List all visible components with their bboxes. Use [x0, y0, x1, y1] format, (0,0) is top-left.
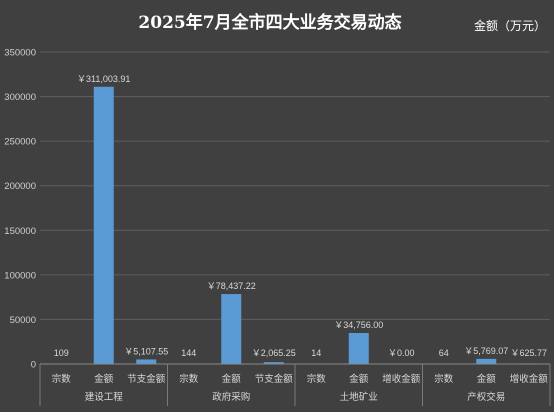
- x-category-label: 宗数: [52, 373, 72, 385]
- data-label: ￥78,437.22: [207, 281, 256, 291]
- x-category-label: 宗数: [307, 373, 327, 385]
- data-label: 144: [181, 348, 196, 358]
- bar: [263, 362, 284, 364]
- x-category-label: 宗数: [179, 373, 199, 385]
- x-category-label: 节支金额: [127, 373, 166, 385]
- data-label: ￥2,065.25: [252, 348, 296, 358]
- unit-label: 金额（万元）: [474, 18, 546, 33]
- y-axis: 0 50000 100000 150000 200000 250000 300000 3500…: [4, 48, 36, 371]
- y-tick-label: 250000: [4, 137, 36, 148]
- data-label: ￥5,107.55: [124, 346, 168, 356]
- x-category-label: 金额: [222, 373, 242, 385]
- x-group-label: 产权交易: [467, 391, 505, 403]
- y-tick-label: 200000: [4, 181, 36, 192]
- x-category-label: 金额: [349, 373, 369, 385]
- chart-title: 2025年7月全市四大业务交易动态: [138, 12, 401, 33]
- data-label: ￥0.00: [388, 348, 415, 358]
- x-group-label: 土地矿业: [340, 391, 378, 403]
- y-tick-label: 300000: [4, 92, 36, 103]
- data-label: ￥311,003.91: [77, 74, 130, 84]
- x-category-label: 金额: [477, 373, 497, 385]
- bar: [221, 294, 242, 364]
- y-tick-label: 50000: [10, 315, 36, 326]
- data-label: 14: [311, 348, 321, 358]
- x-group-label: 建设工程: [85, 391, 124, 403]
- data-label: 64: [439, 348, 449, 358]
- y-tick-label: 150000: [4, 226, 36, 237]
- x-category-label: 节支金额: [255, 373, 294, 385]
- bar: [348, 333, 369, 364]
- y-tick-label: 350000: [4, 48, 36, 59]
- bar: [476, 358, 497, 364]
- x-category-label: 增收金额: [510, 373, 549, 385]
- data-label: ￥34,756.00: [334, 320, 383, 330]
- bars: [51, 86, 539, 364]
- bar: [136, 359, 157, 364]
- x-category-label: 增收金额: [382, 373, 421, 385]
- y-tick-label: 100000: [4, 270, 36, 281]
- data-label: ￥5,769.07: [464, 346, 508, 356]
- data-label: 109: [54, 348, 69, 358]
- data-label: ￥625.77: [510, 348, 547, 358]
- bar: [93, 86, 114, 364]
- y-tick-label: 0: [31, 360, 36, 371]
- x-category-label: 宗数: [434, 373, 454, 385]
- x-group-label: 政府采购: [212, 391, 250, 403]
- x-category-label: 金额: [94, 373, 114, 385]
- data-labels: 109 ￥311,003.91 ￥5,107.55 144 ￥78,437.22 ￥2,0…: [54, 74, 547, 358]
